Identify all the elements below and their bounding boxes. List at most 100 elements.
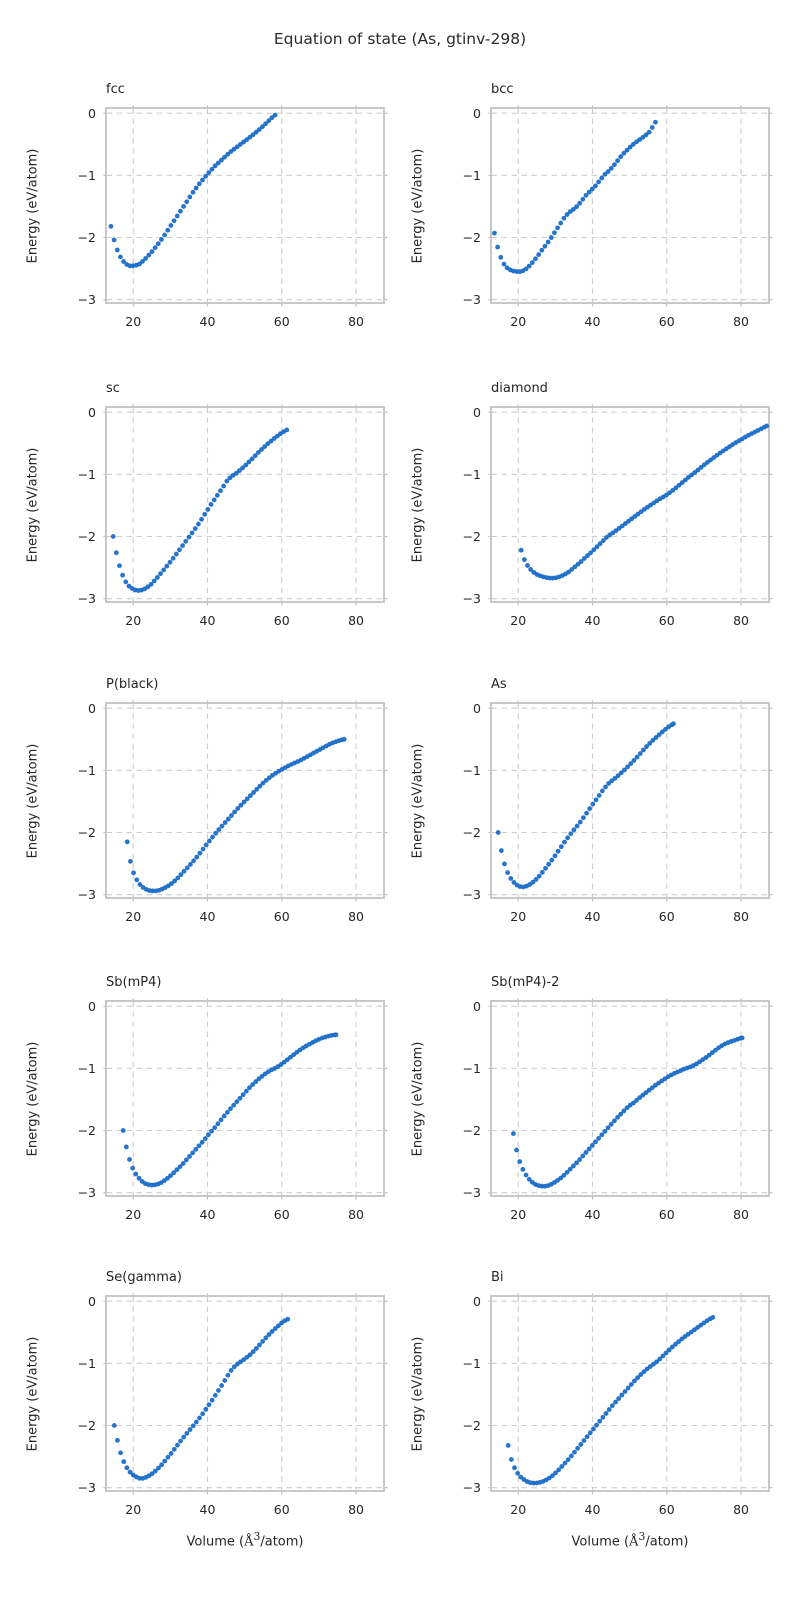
- subplot-title: Bi: [491, 1270, 504, 1285]
- x-tick-label: 80: [733, 314, 749, 329]
- subplot-title: P(black): [106, 677, 159, 692]
- x-axis-label: Volume (Å3/atom): [490, 1530, 770, 1549]
- scatter-series: [518, 423, 770, 581]
- eos-plot-p-black-: [103, 700, 388, 902]
- eos-plot-bcc: [488, 105, 773, 307]
- y-tick-label: −3: [77, 292, 96, 308]
- y-tick-label: 0: [88, 404, 96, 420]
- scatter-series: [495, 721, 676, 890]
- subplot-title: As: [491, 677, 507, 692]
- y-tick-label: 0: [88, 1293, 96, 1309]
- grid-lines: [491, 703, 769, 898]
- y-tick-label: −2: [462, 1123, 481, 1138]
- scatter-series: [108, 112, 278, 269]
- y-axis-label: Energy (eV/atom): [410, 1041, 426, 1156]
- tick-marks: [103, 105, 388, 307]
- scatter-series: [110, 427, 290, 594]
- y-tick-label: −3: [462, 591, 481, 607]
- y-tick-label: −1: [77, 762, 96, 778]
- x-tick-label: 20: [125, 909, 142, 924]
- subplot-title: Sb(mP4)-2: [491, 975, 560, 990]
- x-tick-label: 20: [510, 613, 527, 628]
- y-tick-label: −2: [77, 1123, 96, 1138]
- grid-lines: [491, 108, 769, 303]
- y-tick-label: −1: [77, 466, 96, 482]
- figure-title: Equation of state (As, gtinv-298): [273, 30, 527, 48]
- x-axis-label-part: Volume (: [186, 1534, 245, 1550]
- grid-lines: [106, 1296, 384, 1491]
- tick-marks: [488, 105, 773, 307]
- x-tick-label: 40: [199, 613, 216, 628]
- x-axis-label: Volume (Å3/atom): [105, 1530, 385, 1549]
- y-tick-label: −3: [77, 591, 96, 607]
- x-tick-label: 60: [273, 314, 290, 329]
- y-tick-label: 0: [473, 1293, 481, 1309]
- y-axis-label: Energy (eV/atom): [410, 1336, 426, 1451]
- x-tick-label: 60: [658, 613, 675, 628]
- x-tick-label: 40: [199, 909, 216, 924]
- x-tick-label: 40: [584, 613, 601, 628]
- x-tick-label: 80: [348, 909, 364, 924]
- y-tick-label: 0: [88, 998, 96, 1014]
- x-tick-label: 60: [658, 1207, 675, 1222]
- x-tick-label: 40: [584, 314, 601, 329]
- x-tick-label: 80: [733, 613, 749, 628]
- y-tick-label: −2: [77, 825, 96, 840]
- x-tick-label: 80: [733, 1207, 749, 1222]
- x-tick-label: 20: [125, 613, 142, 628]
- plot-frame: [105, 1000, 385, 1197]
- x-tick-label: 20: [510, 1502, 527, 1517]
- x-tick-label: 80: [348, 1207, 364, 1222]
- scatter-series: [510, 1035, 745, 1189]
- x-tick-label: 40: [199, 314, 216, 329]
- x-tick-label: 60: [273, 613, 290, 628]
- x-tick-label: 20: [510, 1207, 527, 1222]
- x-tick-label: 60: [273, 1502, 290, 1517]
- subplot-title: bcc: [491, 82, 514, 97]
- y-tick-label: 0: [473, 105, 481, 121]
- scatter-series: [120, 1032, 339, 1188]
- x-tick-label: 20: [510, 314, 527, 329]
- x-tick-label: 60: [658, 1502, 675, 1517]
- y-tick-label: −3: [77, 887, 96, 903]
- x-tick-label: 20: [125, 1207, 142, 1222]
- y-tick-label: −2: [462, 825, 481, 840]
- plot-frame: [490, 1000, 770, 1197]
- x-tick-label: 40: [584, 1207, 601, 1222]
- scatter-series: [111, 1316, 291, 1481]
- x-tick-label: 80: [733, 1502, 749, 1517]
- x-tick-label: 60: [658, 909, 675, 924]
- x-tick-label: 80: [348, 613, 364, 628]
- x-tick-label: 40: [199, 1502, 216, 1517]
- y-tick-label: −1: [462, 1355, 481, 1371]
- y-tick-label: −3: [77, 1185, 96, 1201]
- eos-plot-diamond: [488, 404, 773, 606]
- plot-frame: [490, 702, 770, 899]
- y-axis-label: Energy (eV/atom): [25, 447, 41, 562]
- plot-frame: [105, 107, 385, 304]
- scatter-series: [124, 736, 347, 894]
- x-tick-label: 80: [348, 1502, 364, 1517]
- y-axis-label: Energy (eV/atom): [25, 743, 41, 858]
- x-axis-label-part: Å: [244, 1534, 254, 1550]
- x-tick-label: 20: [510, 909, 527, 924]
- eos-plot-se-gamma-: [103, 1293, 388, 1495]
- tick-marks: [103, 404, 388, 606]
- tick-marks: [488, 1293, 773, 1495]
- eos-plot-fcc: [103, 105, 388, 307]
- x-tick-label: 20: [125, 314, 142, 329]
- plot-frame: [105, 406, 385, 603]
- tick-marks: [103, 1293, 388, 1495]
- grid-lines: [491, 1296, 769, 1491]
- y-tick-label: −2: [77, 230, 96, 245]
- eos-plot-sc: [103, 404, 388, 606]
- x-axis-label-part: /atom): [645, 1534, 689, 1550]
- scatter-series: [491, 119, 658, 275]
- tick-marks: [488, 700, 773, 902]
- grid-lines: [491, 407, 769, 602]
- plot-frame: [490, 107, 770, 304]
- subplot-title: fcc: [106, 82, 125, 97]
- y-tick-label: 0: [473, 998, 481, 1014]
- y-axis-label: Energy (eV/atom): [410, 743, 426, 858]
